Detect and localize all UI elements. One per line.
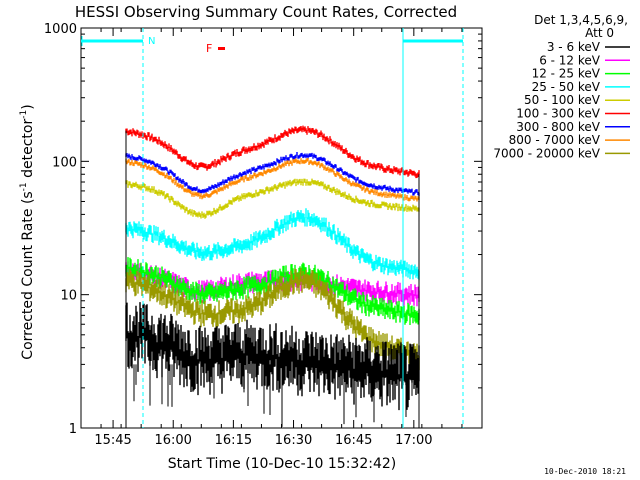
y-tick-label: 1 xyxy=(69,422,77,437)
axis-ticks: 15:45 16:00 16:15 16:30 16:45 17:00 1 10 100 1000 xyxy=(44,22,482,448)
plot-series xyxy=(125,125,420,428)
x-axis-label: Start Time (10-Dec-10 15:32:42) xyxy=(168,456,396,472)
legend-entry-label: 50 - 100 keV xyxy=(524,93,601,107)
y-axis-label-end: ) xyxy=(20,104,36,109)
x-tick-label: 17:00 xyxy=(395,433,432,448)
series-line xyxy=(125,178,420,219)
legend-entry-label: 7000 - 20000 keV xyxy=(493,146,600,160)
x-tick-label: 15:45 xyxy=(94,433,131,448)
legend-header-1: Det 1,3,4,5,6,9, xyxy=(534,13,628,27)
y-axis-label-sup2: -1 xyxy=(19,110,29,119)
flare-label: F xyxy=(206,42,212,55)
x-tick-label: 16:15 xyxy=(215,433,252,448)
series-line xyxy=(125,302,420,411)
legend-entry-label: 3 - 6 keV xyxy=(547,40,601,54)
night-label: N xyxy=(148,36,155,47)
flare-marker xyxy=(218,47,225,50)
y-axis-label-mid: detector xyxy=(20,119,36,183)
x-tick-label: 16:45 xyxy=(335,433,372,448)
y-tick-label: 100 xyxy=(52,155,77,170)
legend-entry-label: 6 - 12 keV xyxy=(539,53,601,67)
x-tick-label: 16:30 xyxy=(275,433,312,448)
y-axis-label-base: Corrected Count Rate (s xyxy=(20,191,36,359)
legend-entry-label: 12 - 25 keV xyxy=(532,67,601,81)
legend-entry-label: 800 - 7000 keV xyxy=(509,133,601,147)
y-tick-label: 10 xyxy=(60,289,77,304)
y-axis-label-sup1: -1 xyxy=(19,182,29,191)
x-tick-label: 16:00 xyxy=(154,433,191,448)
series-dropouts xyxy=(133,364,413,427)
y-axis-label: Corrected Count Rate (s-1 detector-1) xyxy=(19,104,36,359)
annotations: NF xyxy=(81,28,464,428)
legend-entry-label: 25 - 50 keV xyxy=(532,80,601,94)
y-tick-label: 1000 xyxy=(44,22,77,37)
legend-entry-label: 300 - 800 keV xyxy=(516,120,600,134)
chart-title: HESSI Observing Summary Count Rates, Cor… xyxy=(75,3,457,21)
legend-entry-label: 100 - 300 keV xyxy=(516,107,600,121)
footer-timestamp: 10-Dec-2010 18:21 xyxy=(544,467,626,476)
legend-header-2: Att 0 xyxy=(585,26,614,40)
series-line xyxy=(125,208,420,281)
